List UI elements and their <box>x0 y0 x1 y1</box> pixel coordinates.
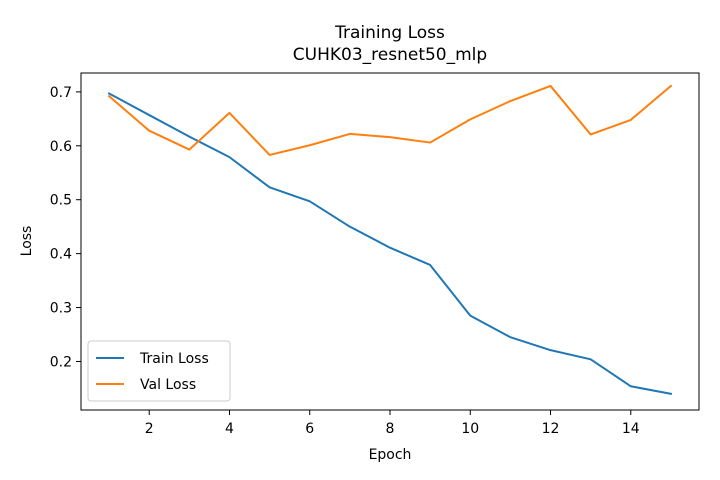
y-tick-label: 0.3 <box>50 301 72 317</box>
x-tick-label: 14 <box>622 421 640 437</box>
x-tick-label: 6 <box>305 421 314 437</box>
y-tick-label: 0.7 <box>50 85 72 101</box>
chart-title: Training Loss <box>334 23 445 43</box>
x-tick-label: 2 <box>145 421 154 437</box>
chart-subtitle: CUHK03_resnet50_mlp <box>293 45 487 65</box>
series-line-val-loss <box>107 84 673 156</box>
legend: Train Loss Val Loss <box>87 340 231 402</box>
x-axis-ticks: 2 4 6 8 10 12 14 <box>145 410 640 437</box>
x-tick-label: 10 <box>461 421 479 437</box>
legend-label-train-loss: Train Loss <box>139 351 209 367</box>
y-tick-label: 0.4 <box>50 247 72 263</box>
x-tick-label: 8 <box>386 421 395 437</box>
x-tick-label: 12 <box>542 421 560 437</box>
x-axis-label: Epoch <box>369 447 412 463</box>
plot-area-frame <box>80 72 700 411</box>
y-tick-label: 0.5 <box>50 193 72 209</box>
series-line-train-loss <box>107 92 673 395</box>
y-tick-label: 0.6 <box>50 139 72 155</box>
y-axis-ticks: 0.2 0.3 0.4 0.5 0.6 0.7 <box>50 85 81 370</box>
x-tick-label: 4 <box>225 421 234 437</box>
legend-box <box>87 340 231 402</box>
legend-label-val-loss: Val Loss <box>140 377 196 393</box>
y-tick-label: 0.2 <box>50 354 72 370</box>
y-axis-label: Loss <box>19 226 35 257</box>
series-lines <box>107 84 673 395</box>
